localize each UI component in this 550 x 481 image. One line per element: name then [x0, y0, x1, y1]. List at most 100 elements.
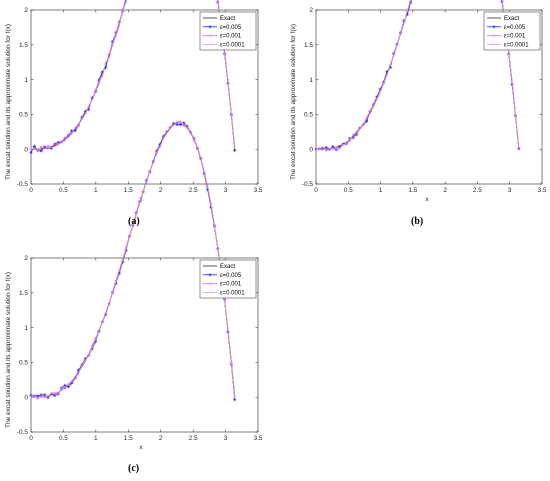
- x-tick-label: 0.5: [344, 187, 353, 194]
- data-point-eps-0001: [32, 394, 36, 398]
- data-point-eps-0001: [49, 392, 53, 395]
- legend-entry-label: ε=0.0001: [220, 42, 245, 48]
- legend-entry-label: ε=0.005: [504, 25, 526, 31]
- data-point-eps-0001: [43, 147, 46, 151]
- y-tick-label: 2: [24, 7, 28, 14]
- y-tick-label: 1.5: [19, 42, 28, 49]
- caption-b: (b): [411, 216, 424, 227]
- data-point-eps-0005: [233, 148, 237, 152]
- data-point-eps-0001: [53, 391, 57, 395]
- legend: Exact ε=0.005 ε=0.001 ε=0.0001: [483, 11, 541, 51]
- data-point-eps-0001: [73, 377, 77, 381]
- data-point-eps-0005: [178, 123, 183, 127]
- y-axis-label: The excat solution and its approximate s…: [5, 272, 12, 428]
- y-tick-label: 0.5: [304, 112, 313, 119]
- data-point-eps-0001: [49, 144, 53, 148]
- y-tick-label: 1: [24, 325, 28, 332]
- x-tick-label: 0: [29, 435, 33, 442]
- data-point-eps-0001: [53, 143, 57, 147]
- data-point-eps-0001: [175, 120, 179, 124]
- legend-entry-label: Exact: [504, 16, 519, 22]
- y-tick-label: 0.5: [19, 112, 28, 119]
- data-point-eps-0005: [233, 398, 237, 402]
- y-tick-label: 1.5: [19, 290, 28, 297]
- x-tick-label: 2: [443, 187, 447, 194]
- legend-entry-label: ε=0.005: [220, 273, 242, 279]
- data-point-eps-0001: [321, 145, 325, 149]
- data-point-eps-0001: [324, 149, 328, 153]
- legend-entry-label: ε=0.001: [220, 34, 242, 40]
- series-eps-00001-line: [30, 0, 236, 151]
- x-tick-label: 1.5: [408, 187, 417, 194]
- x-tick-label: 2: [159, 435, 163, 442]
- legend-entry-label: ε=0.005: [220, 25, 242, 31]
- data-point-eps-0001: [36, 397, 40, 401]
- x-tick-label: 1: [94, 187, 98, 194]
- x-tick-label: 3.5: [253, 187, 262, 194]
- caption-a: (a): [128, 216, 140, 227]
- x-tick-label: 0: [314, 187, 318, 194]
- x-tick-label: 2.5: [189, 435, 198, 442]
- x-tick-label: 2.5: [473, 187, 482, 194]
- data-point-eps-0005: [29, 151, 33, 155]
- x-axis-label: x: [139, 444, 143, 451]
- legend-entry-label: ε=0.001: [220, 282, 242, 288]
- legend-entry-label: ε=0.001: [504, 34, 526, 40]
- data-point-eps-0001: [46, 144, 50, 148]
- legend: Exact ε=0.005 ε=0.001 ε=0.0001: [199, 11, 257, 51]
- legend-marker: [208, 273, 212, 277]
- legend-entry-label: ε=0.0001: [220, 290, 245, 296]
- y-axis-label: The excat solution and its approximate s…: [290, 24, 297, 180]
- x-tick-label: 0: [29, 187, 33, 194]
- x-tick-label: 3: [224, 435, 228, 442]
- data-point-eps-0001: [60, 386, 63, 390]
- x-tick-label: 3.5: [253, 435, 262, 442]
- y-tick-label: 2: [24, 255, 28, 262]
- data-point-eps-0001: [66, 132, 70, 136]
- x-tick-label: 3: [508, 187, 512, 194]
- caption-c: (c): [128, 463, 140, 474]
- x-tick-label: 1: [94, 435, 98, 442]
- series-eps-00001-line: [30, 122, 236, 398]
- data-point-eps-0005: [56, 140, 60, 145]
- legend: Exact ε=0.005 ε=0.001 ε=0.0001: [199, 259, 257, 299]
- x-tick-label: 1: [379, 187, 383, 194]
- x-tick-label: 2.5: [189, 187, 198, 194]
- x-axis-label: x: [425, 196, 429, 203]
- y-tick-label: 1: [24, 77, 28, 84]
- data-point-eps-0001: [348, 139, 352, 143]
- data-point-eps-0001: [314, 147, 318, 151]
- y-tick-label: 0: [24, 146, 28, 153]
- y-tick-label: 2: [309, 7, 313, 14]
- x-tick-label: 0.5: [59, 435, 68, 442]
- x-tick-label: 1.5: [124, 187, 133, 194]
- x-tick-label: 0.5: [59, 187, 68, 194]
- data-point-eps-0001: [355, 130, 358, 134]
- y-tick-label: 0: [309, 146, 313, 153]
- data-point-eps-0001: [39, 394, 43, 398]
- data-point-eps-0005: [66, 385, 70, 389]
- y-tick-label: -0.5: [302, 181, 314, 188]
- y-tick-label: 0: [24, 394, 28, 401]
- x-tick-label: 2: [159, 187, 163, 194]
- data-point-eps-0001: [56, 392, 60, 396]
- legend-entry-label: Exact: [220, 16, 235, 22]
- y-tick-label: -0.5: [17, 429, 29, 436]
- x-tick-label: 1.5: [124, 435, 133, 442]
- y-axis-label: The excat solution and its approximate s…: [5, 24, 12, 180]
- legend-marker: [208, 25, 212, 29]
- y-tick-label: 0.5: [19, 360, 28, 367]
- x-tick-label: 3.5: [537, 187, 546, 194]
- data-point-eps-0005: [39, 149, 43, 153]
- data-point-eps-0001: [338, 146, 342, 150]
- data-point-eps-0001: [334, 147, 338, 151]
- data-point-eps-0001: [331, 147, 335, 151]
- x-tick-label: 3: [224, 187, 228, 194]
- x-axis-label: x: [139, 196, 143, 203]
- y-tick-label: 1.5: [304, 42, 313, 49]
- data-point-eps-0005: [73, 129, 77, 133]
- data-point-eps-0001: [63, 137, 67, 141]
